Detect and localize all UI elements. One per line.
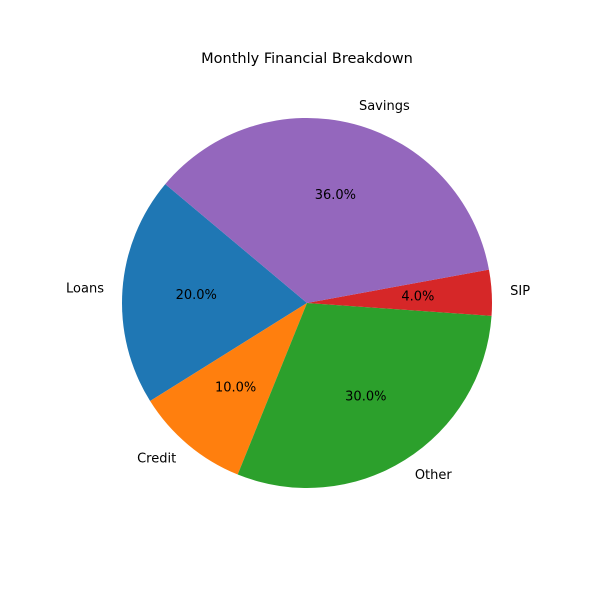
slice-percent-sip: 4.0% — [401, 289, 434, 304]
pie-percent-labels: 20.0% 10.0% 30.0% 4.0% 36.0% — [176, 188, 435, 404]
slice-label-savings: Savings — [359, 99, 410, 114]
pie-slice-sip — [307, 269, 493, 316]
slice-percent-other: 30.0% — [345, 390, 386, 405]
pie-slices — [121, 117, 493, 489]
pie-slice-loans — [121, 184, 308, 402]
chart-title: Monthly Financial Breakdown — [201, 51, 413, 67]
slice-label-sip: SIP — [510, 284, 530, 299]
slice-label-loans: Loans — [66, 281, 104, 296]
slice-percent-credit: 10.0% — [215, 381, 256, 396]
pie-slice-labels: Loans Credit Other SIP Savings — [66, 99, 530, 483]
slice-percent-loans: 20.0% — [176, 288, 217, 303]
slice-label-other: Other — [415, 468, 453, 483]
slice-percent-savings: 36.0% — [315, 188, 356, 203]
pie-slice-other — [237, 303, 492, 489]
pie-slice-savings — [165, 117, 489, 303]
slice-label-credit: Credit — [137, 451, 176, 466]
pie-slice-credit — [150, 303, 307, 475]
